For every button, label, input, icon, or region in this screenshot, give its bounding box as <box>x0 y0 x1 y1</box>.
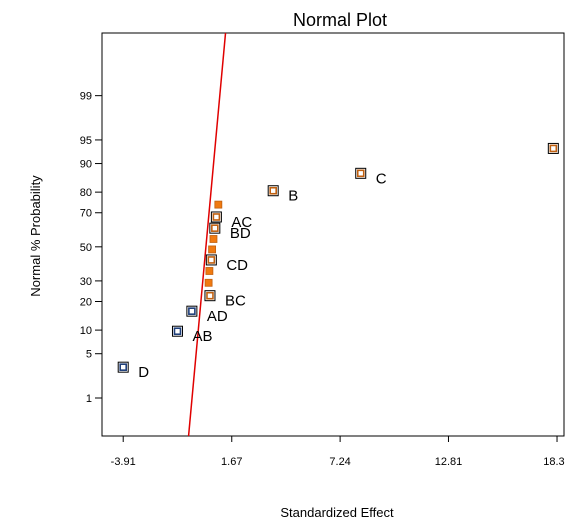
effect-point-outline <box>171 325 183 337</box>
error-point <box>208 245 217 254</box>
x-tick-label: 7.24 <box>329 456 350 468</box>
y-tick-label: 30 <box>80 276 92 288</box>
effect-label: BD <box>230 225 251 242</box>
effect-label: C <box>376 170 387 187</box>
y-tick-label: 80 <box>80 187 92 199</box>
error-point <box>214 200 223 209</box>
effect-label: B <box>288 188 298 205</box>
effect-point <box>188 307 196 315</box>
effect-point <box>207 256 216 264</box>
effect-point-outline <box>205 254 217 266</box>
effect-point-outline <box>186 305 198 317</box>
effect-label: D <box>138 364 149 381</box>
effect-point-outline <box>547 142 559 154</box>
plot-frame <box>101 32 565 437</box>
effect-point <box>269 186 277 195</box>
effect-label: AC <box>231 214 252 231</box>
effect-point <box>212 213 221 221</box>
effect-point <box>173 327 182 336</box>
y-axis: 1 5 10 20 30 50 70 80 90 95 99 <box>80 91 102 405</box>
effect-point-outline <box>267 185 279 197</box>
normal-fit-line <box>187 32 227 437</box>
effect-markers: DABADBCCDBDACBCA <box>117 142 559 381</box>
y-tick-label: 99 <box>80 91 92 103</box>
y-tick-label: 20 <box>80 297 92 309</box>
effect-point-outline <box>204 290 216 302</box>
y-axis-title: Normal % Probability <box>28 175 43 297</box>
x-tick-label: 1.67 <box>221 456 242 468</box>
effect-point <box>356 169 365 178</box>
effect-point <box>119 363 128 371</box>
effect-point-outline <box>117 361 129 373</box>
effect-point <box>549 144 558 153</box>
effect-label: BC <box>225 293 246 310</box>
effect-point-outline <box>210 211 222 223</box>
effect-point <box>211 224 219 232</box>
effect-point <box>206 291 214 300</box>
y-tick-label: 10 <box>80 325 92 337</box>
error-point <box>204 278 213 287</box>
effect-label: CD <box>226 257 248 274</box>
y-tick-label: 70 <box>80 208 92 220</box>
error-markers <box>204 200 223 287</box>
y-tick-label: 50 <box>80 242 92 254</box>
chart-title: Normal Plot <box>293 10 387 30</box>
y-tick-label: 90 <box>80 159 92 171</box>
x-tick-label: 18.39 <box>543 456 565 468</box>
effect-label: AB <box>192 328 212 345</box>
effect-point-outline <box>355 167 367 179</box>
x-axis-title: Standardized Effect <box>280 505 394 519</box>
error-point <box>209 235 218 243</box>
y-tick-label: 5 <box>86 349 92 361</box>
error-point <box>205 267 214 275</box>
y-tick-label: 95 <box>80 135 92 147</box>
x-axis: -3.91 1.67 7.24 12.81 18.39 <box>111 436 565 468</box>
x-tick-label: 12.81 <box>435 456 463 468</box>
x-tick-label: -3.91 <box>111 456 136 468</box>
effect-label: AD <box>207 308 228 325</box>
y-tick-label: 1 <box>86 393 92 405</box>
effect-point-outline <box>209 222 221 234</box>
